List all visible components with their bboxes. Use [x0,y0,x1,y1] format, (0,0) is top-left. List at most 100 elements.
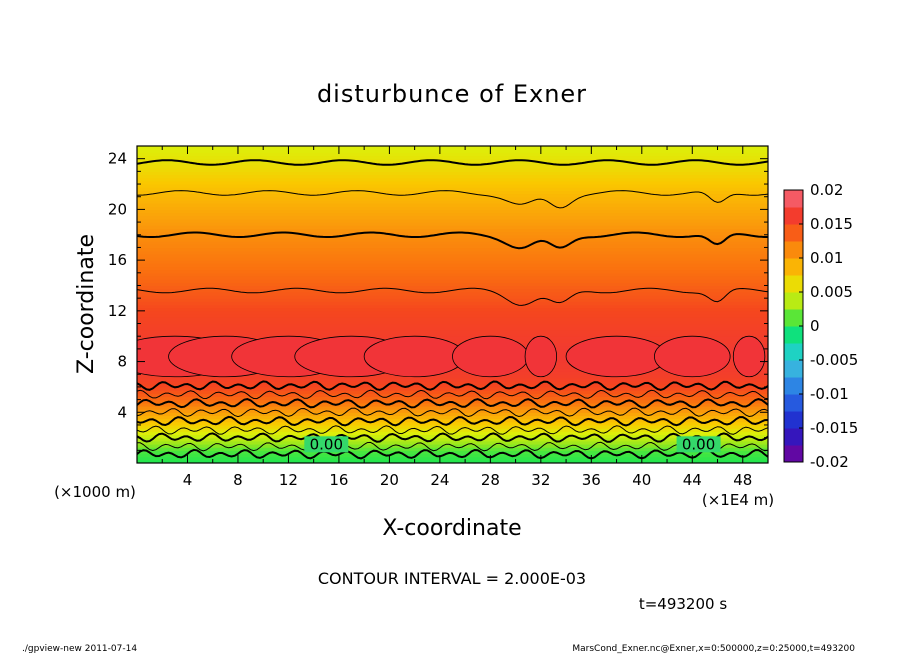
colorbar-segment [784,377,803,395]
contour-band [137,424,768,429]
contour-band [137,234,768,239]
x-tick-label: 28 [481,471,500,489]
contour-band [137,434,768,439]
contour-line [137,159,768,166]
colorbar-tick-label: -0.02 [810,453,849,471]
high-value-cell [565,335,668,378]
contour-line [137,380,768,391]
contour-band [137,196,768,201]
y-unit-label: (×1000 m) [54,483,136,501]
colorbar-segment [784,411,803,429]
contour-band [137,310,768,315]
contour-band [137,314,768,318]
x-tick-label: 32 [531,471,550,489]
y-axis-ticks: 4 8 12 16 20 24 [108,145,768,451]
contour-line [137,441,768,452]
colorbar-segment [784,190,803,208]
x-axis-label: X-coordinate [382,516,521,541]
footer-right: MarsCond_Exner.nc@Exner,x=0:500000,z=0:2… [572,644,855,654]
colorbar-segment [784,326,803,344]
x-tick-label: 40 [632,471,651,489]
contour-band [137,275,768,280]
contour-band [137,263,768,268]
contour-band [137,209,768,214]
colorbar-tick-label: 0 [810,317,820,335]
contour-band [137,279,768,283]
contour-band [137,447,768,451]
y-tick-label: 4 [117,403,127,421]
contour-band [137,393,768,398]
colorbar-segment [784,360,803,378]
contour-band [137,304,768,309]
contour-lines: 0.00 0.00 [137,159,768,460]
contour-band [137,336,768,340]
contour-line [137,190,768,209]
contour-band [137,155,768,160]
contour-band [137,161,768,166]
colorbar-segment [784,292,803,310]
y-tick-label: 12 [108,302,127,320]
plot-frame [136,145,769,464]
filled-contour-bands [137,146,768,463]
contour-band [137,190,768,195]
high-value-cell [654,335,731,378]
chart-title: disturbunce of Exner [317,80,587,108]
contour-band [137,222,768,226]
colorbar-tick-label: 0.02 [810,181,843,199]
contour-band [137,203,768,207]
contour-band [137,371,768,375]
x-unit-label: (×1E4 m) [702,491,774,509]
contour-band [137,329,768,334]
colorbar-tick-label: 0.015 [810,215,853,233]
contour-band [137,421,768,426]
contour-label: 0.00 [310,435,343,453]
contour-band [137,431,768,436]
x-tick-label: 24 [430,471,449,489]
contour-band [137,199,768,204]
contour-band [137,294,768,299]
contour-band [137,405,768,410]
contour-line [137,432,768,443]
x-tick-label: 20 [380,471,399,489]
contour-band [137,428,768,432]
contour-band [137,272,768,277]
x-tick-label: 44 [683,471,702,489]
contour-band [137,228,768,233]
contour-band [137,412,768,417]
plot-area: 0.00 0.00 [137,146,768,463]
contour-band [137,212,768,217]
contour-band [137,184,768,188]
contour-band [137,237,768,242]
contour-band [137,320,768,325]
footer-left: ./gpview-new 2011-07-14 [22,644,137,654]
contour-band [137,390,768,394]
colorbar-segment [784,275,803,293]
contour-band [137,253,768,258]
contour-band [137,152,768,157]
contour-band [137,269,768,274]
contour-band [137,193,768,198]
colorbar-tick-label: -0.005 [810,351,858,369]
contour-band [137,307,768,312]
contour-band [137,333,768,337]
contour-band [137,241,768,245]
contour-band [137,291,768,296]
contour-line [137,425,768,435]
colorbar-tick-label: 0.01 [810,249,843,267]
x-tick-label: 4 [183,471,193,489]
colorbar-segment [784,428,803,446]
colorbar-segment [784,343,803,361]
contour-band [137,409,768,413]
contour-band [137,396,768,401]
contour-band [137,180,768,185]
x-tick-label: 16 [329,471,348,489]
contour-band [137,339,768,344]
contour-band [137,402,768,407]
contour-band [137,374,768,379]
high-value-cell [732,335,766,378]
contour-band [137,298,768,302]
colorbar-segment [784,445,803,463]
contour-line [137,448,768,460]
x-tick-label: 36 [582,471,601,489]
contour-band [137,377,768,382]
